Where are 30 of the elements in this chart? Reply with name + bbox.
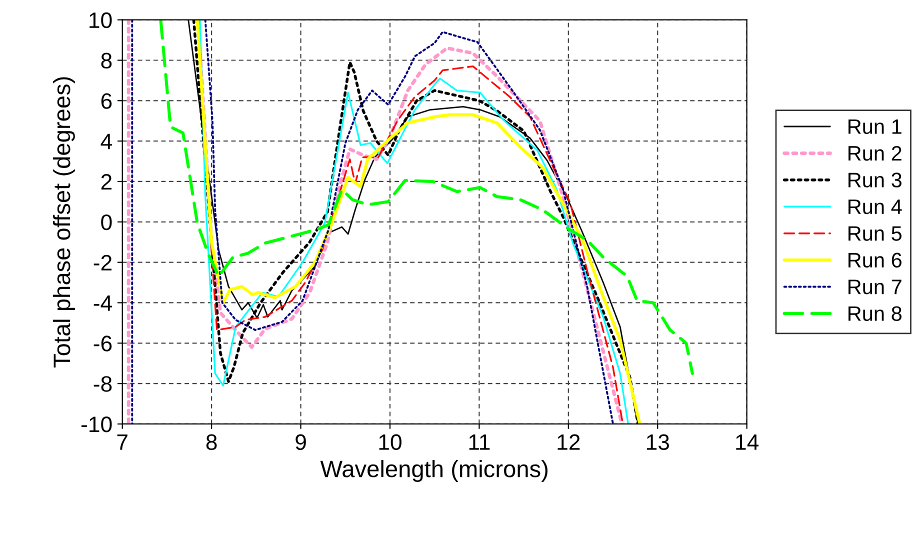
y-tick-label: 10 [90, 12, 112, 28]
x-axis-title: Wavelength (microns) [320, 460, 548, 482]
legend-label: Run 6 [848, 252, 902, 268]
x-tick-label: 13 [646, 434, 670, 450]
y-tick-label: -6 [94, 336, 112, 352]
line-series [159, 20, 694, 375]
x-tick-label: 9 [296, 434, 306, 450]
y-tick-label: 0 [101, 214, 112, 230]
legend-label: Run 1 [848, 119, 902, 134]
y-tick-label: -8 [94, 376, 112, 392]
x-tick-label: 12 [558, 434, 580, 450]
x-tick-label: 8 [206, 434, 217, 450]
legend-label: Run 5 [848, 226, 902, 241]
legend-label: Run 3 [848, 172, 902, 188]
y-tick-label: 6 [101, 93, 112, 109]
y-tick-label: -4 [94, 295, 112, 311]
y-tick-label: 8 [101, 52, 112, 69]
legend-label: Run 4 [848, 200, 902, 214]
y-tick-label: -2 [94, 254, 112, 270]
y-tick-label: -10 [81, 416, 112, 432]
x-tick-label: 11 [469, 434, 490, 450]
legend-label: Run 8 [848, 306, 902, 321]
x-tick-label: 7 [117, 434, 128, 450]
y-tick-label: 2 [101, 174, 112, 190]
legend-label: Run 2 [848, 146, 902, 161]
x-tick-label: 10 [379, 434, 402, 450]
legend-label: Run 7 [848, 280, 902, 294]
x-tick-label: 14 [736, 434, 759, 450]
y-tick-label: 4 [100, 134, 112, 150]
y-axis-title: Total phase offset (degrees) [52, 77, 75, 368]
